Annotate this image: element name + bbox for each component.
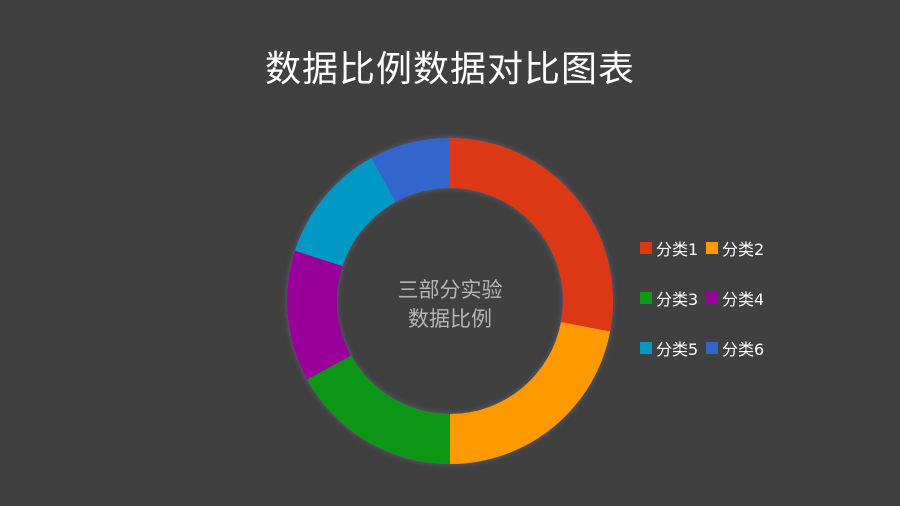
donut-slice-3: [307, 355, 450, 464]
legend-label: 分类4: [722, 290, 765, 309]
legend-item-4: 分类4: [706, 286, 764, 310]
chart-title: 数据比例数据对比图表: [264, 49, 635, 90]
legend-item-3: 分类3: [640, 286, 698, 310]
legend-label: 分类3: [656, 290, 699, 309]
donut-slice-6: [371, 138, 450, 202]
legend-item-1: 分类1: [640, 236, 698, 260]
legend-swatch: [706, 292, 718, 304]
legend-swatch: [640, 292, 652, 304]
legend-item-5: 分类5: [640, 336, 698, 360]
legend-label: 分类2: [722, 240, 765, 259]
donut-slice-2: [450, 322, 611, 464]
legend-swatch: [706, 342, 718, 354]
donut-slice-1: [450, 138, 613, 332]
donut-slice-4: [287, 250, 351, 380]
legend-label: 分类6: [722, 340, 765, 359]
donut-slice-5: [294, 158, 396, 267]
center-label: 三部分实验 数据比例: [350, 276, 550, 334]
legend-item-6: 分类6: [706, 336, 764, 360]
legend-item-2: 分类2: [706, 236, 764, 260]
legend-swatch: [640, 242, 652, 254]
center-label-line2: 数据比例: [408, 307, 492, 331]
legend-swatch: [640, 342, 652, 354]
legend-swatch: [706, 242, 718, 254]
legend-label: 分类1: [656, 240, 699, 259]
legend-label: 分类5: [656, 340, 699, 359]
center-label-line1: 三部分实验: [397, 278, 503, 302]
